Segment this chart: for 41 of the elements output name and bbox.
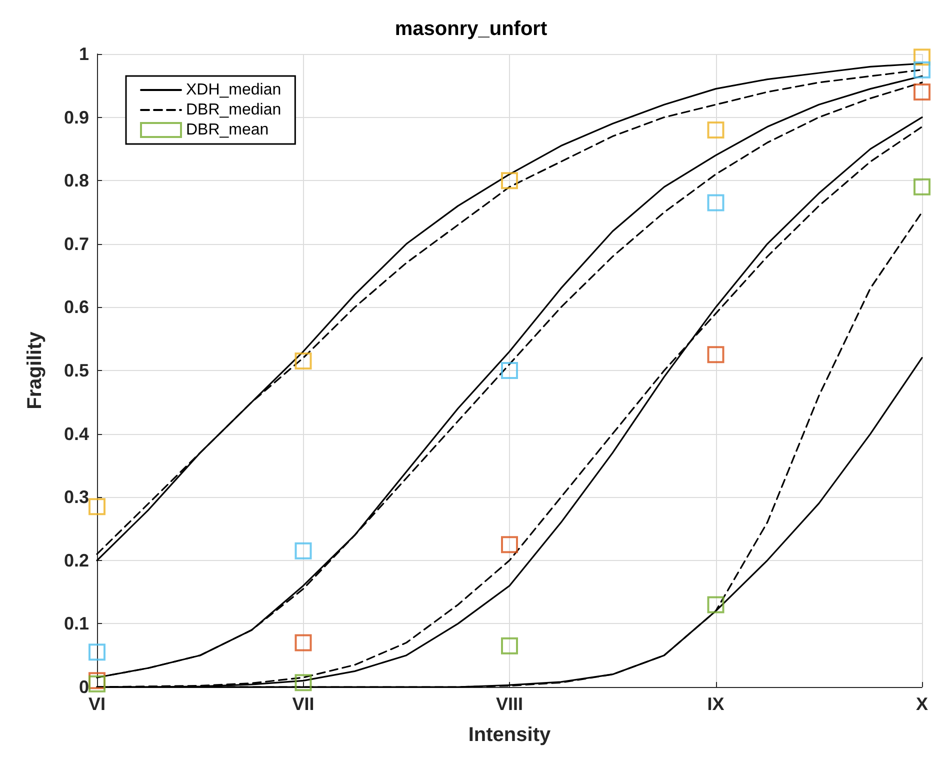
point [707, 194, 724, 212]
x-tick-label: VI [88, 694, 106, 714]
point [501, 637, 518, 654]
y-tick-label: 0.4 [64, 424, 89, 444]
y-tick-label: 0.5 [64, 360, 89, 380]
point [294, 674, 312, 692]
point [707, 121, 724, 138]
point [914, 83, 930, 100]
point [88, 644, 106, 661]
legend-label: DBR_mean [186, 122, 269, 138]
y-tick-label: 1 [78, 44, 89, 64]
point [501, 536, 518, 554]
point [914, 48, 930, 66]
point [707, 596, 724, 614]
x-tick-label: VIII [496, 694, 524, 714]
legend-label: XDH_median [186, 82, 282, 98]
point [294, 352, 312, 370]
x-tick-label: IX [707, 694, 724, 714]
y-tick-label: 0.2 [64, 550, 89, 570]
x-tick-label: VII [292, 694, 314, 714]
x-axis-title: Intensity [468, 724, 552, 746]
point [501, 172, 518, 190]
y-tick-label: 0.3 [64, 487, 89, 508]
y-tick-label: 0.1 [64, 614, 89, 634]
point [88, 675, 106, 692]
y-tick-label: 0.8 [64, 170, 89, 191]
point [294, 634, 312, 652]
point [501, 362, 518, 379]
y-tick-label: 0.6 [64, 297, 89, 318]
y-axis-title: Fragility [24, 330, 46, 410]
y-tick-label: 0.9 [64, 107, 89, 128]
point [294, 542, 312, 560]
point [914, 61, 930, 78]
point [707, 346, 724, 364]
point [88, 498, 106, 516]
chart-title: masonry_unfort [394, 18, 548, 40]
point [914, 178, 930, 196]
legend-label: DBR_median [186, 102, 282, 118]
y-tick-label: 0 [78, 677, 89, 697]
y-tick-label: 0.7 [64, 234, 89, 254]
x-tick-label: X [916, 694, 928, 714]
